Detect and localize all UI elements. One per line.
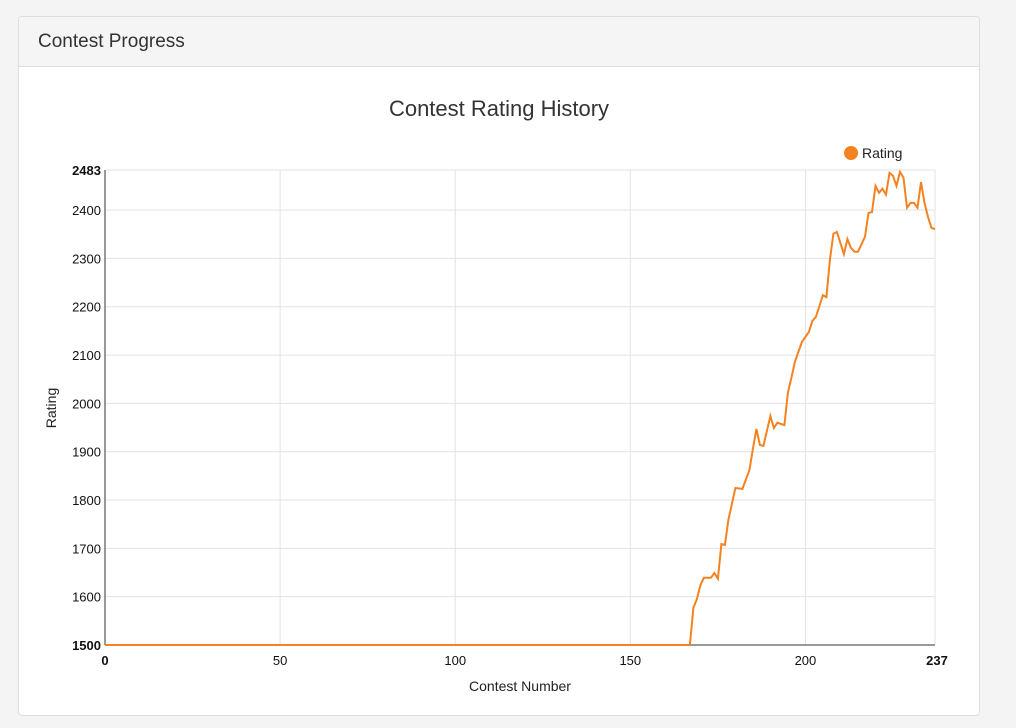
- x-tick-label: 50: [273, 653, 287, 668]
- y-tick-label: 2300: [72, 251, 101, 266]
- y-tick-label: 2400: [72, 203, 101, 218]
- y-tick-label: 2483: [72, 163, 101, 178]
- x-tick-label: 0: [101, 653, 108, 668]
- contest-progress-panel: Contest Progress: [18, 16, 980, 716]
- y-tick-label: 1500: [72, 638, 101, 653]
- y-tick-label: 1900: [72, 445, 101, 460]
- y-tick-label: 1600: [72, 590, 101, 605]
- y-tick-label: 1800: [72, 493, 101, 508]
- x-axis-label: Contest Number: [469, 678, 571, 694]
- rating-series-line: [105, 169, 936, 646]
- panel-header: Contest Progress: [19, 17, 979, 67]
- x-tick-label: 200: [795, 653, 817, 668]
- legend-marker-rating: [844, 146, 858, 160]
- y-tick-label: 2100: [72, 348, 101, 363]
- y-tick-label: 2000: [72, 396, 101, 411]
- chart-title: Contest Rating History: [389, 96, 609, 121]
- x-tick-label: 100: [444, 653, 466, 668]
- y-tick-label: 2200: [72, 300, 101, 315]
- panel-title: Contest Progress: [38, 31, 185, 52]
- legend-label-rating: Rating: [862, 145, 902, 161]
- x-tick-label: 237: [926, 653, 948, 668]
- y-tick-label: 1700: [72, 541, 101, 556]
- y-axis-label: Rating: [43, 388, 59, 428]
- x-tick-label: 150: [619, 653, 641, 668]
